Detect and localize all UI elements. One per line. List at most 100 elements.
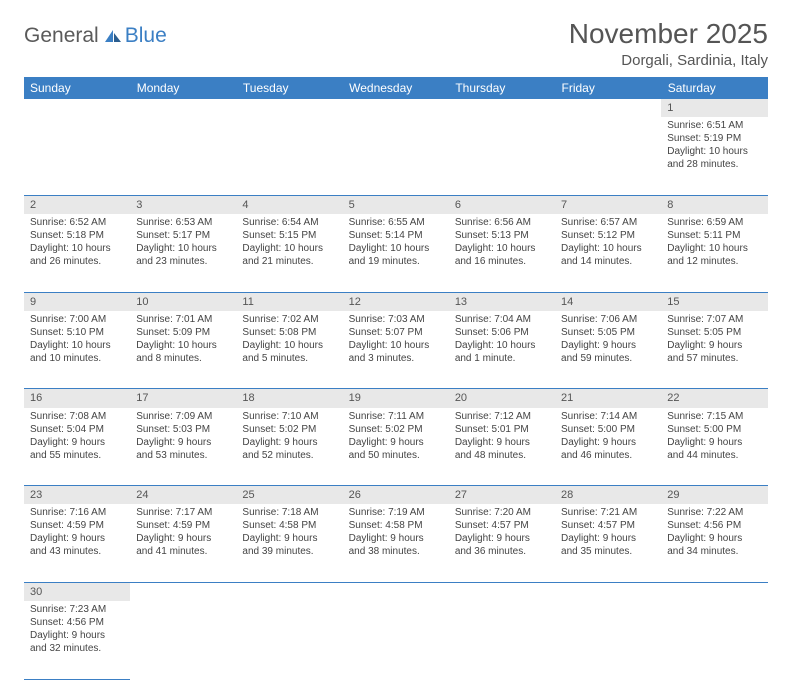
- day-cell: [449, 117, 555, 195]
- day-cell-body: Sunrise: 6:57 AMSunset: 5:12 PMDaylight:…: [555, 214, 661, 272]
- day-cell: [130, 117, 236, 195]
- day-header: Friday: [555, 77, 661, 99]
- day-cell: Sunrise: 7:04 AMSunset: 5:06 PMDaylight:…: [449, 311, 555, 389]
- day-cell-body: Sunrise: 7:11 AMSunset: 5:02 PMDaylight:…: [343, 408, 449, 466]
- logo-sail-icon: [103, 28, 123, 44]
- day-number-cell: 7: [555, 195, 661, 214]
- day-number-cell: 25: [236, 486, 342, 505]
- day-cell: Sunrise: 6:54 AMSunset: 5:15 PMDaylight:…: [236, 214, 342, 292]
- day-cell: Sunrise: 7:07 AMSunset: 5:05 PMDaylight:…: [661, 311, 767, 389]
- day-number-cell: 4: [236, 195, 342, 214]
- day-cell-body: Sunrise: 7:07 AMSunset: 5:05 PMDaylight:…: [661, 311, 767, 369]
- week-row: Sunrise: 7:23 AMSunset: 4:56 PMDaylight:…: [24, 601, 768, 679]
- day-header: Wednesday: [343, 77, 449, 99]
- day-cell-body: Sunrise: 6:54 AMSunset: 5:15 PMDaylight:…: [236, 214, 342, 272]
- day-cell: Sunrise: 6:57 AMSunset: 5:12 PMDaylight:…: [555, 214, 661, 292]
- day-cell: Sunrise: 7:20 AMSunset: 4:57 PMDaylight:…: [449, 504, 555, 582]
- day-cell-body: Sunrise: 7:16 AMSunset: 4:59 PMDaylight:…: [24, 504, 130, 562]
- day-cell-body: Sunrise: 7:04 AMSunset: 5:06 PMDaylight:…: [449, 311, 555, 369]
- day-number-cell: [130, 99, 236, 117]
- day-cell: [343, 117, 449, 195]
- day-cell: Sunrise: 7:00 AMSunset: 5:10 PMDaylight:…: [24, 311, 130, 389]
- day-cell-body: Sunrise: 7:20 AMSunset: 4:57 PMDaylight:…: [449, 504, 555, 562]
- day-number-cell: 28: [555, 486, 661, 505]
- day-cell: Sunrise: 7:10 AMSunset: 5:02 PMDaylight:…: [236, 408, 342, 486]
- day-number-cell: [343, 582, 449, 601]
- day-number-cell: [661, 582, 767, 601]
- day-cell-body: Sunrise: 6:51 AMSunset: 5:19 PMDaylight:…: [661, 117, 767, 175]
- day-cell: Sunrise: 7:01 AMSunset: 5:09 PMDaylight:…: [130, 311, 236, 389]
- day-number-cell: 1: [661, 99, 767, 117]
- day-cell: Sunrise: 7:02 AMSunset: 5:08 PMDaylight:…: [236, 311, 342, 389]
- day-number-cell: [236, 582, 342, 601]
- day-number-cell: [555, 582, 661, 601]
- location-text: Dorgali, Sardinia, Italy: [569, 52, 768, 69]
- day-cell: [661, 601, 767, 679]
- day-cell-body: Sunrise: 6:52 AMSunset: 5:18 PMDaylight:…: [24, 214, 130, 272]
- day-header: Sunday: [24, 77, 130, 99]
- week-row: Sunrise: 7:00 AMSunset: 5:10 PMDaylight:…: [24, 311, 768, 389]
- day-number-cell: [449, 99, 555, 117]
- week-row: Sunrise: 6:52 AMSunset: 5:18 PMDaylight:…: [24, 214, 768, 292]
- daynum-row: 2345678: [24, 195, 768, 214]
- day-cell: Sunrise: 7:16 AMSunset: 4:59 PMDaylight:…: [24, 504, 130, 582]
- day-cell: Sunrise: 7:23 AMSunset: 4:56 PMDaylight:…: [24, 601, 130, 679]
- day-cell: Sunrise: 6:51 AMSunset: 5:19 PMDaylight:…: [661, 117, 767, 195]
- day-cell-body: Sunrise: 6:56 AMSunset: 5:13 PMDaylight:…: [449, 214, 555, 272]
- day-cell: [236, 601, 342, 679]
- day-cell: Sunrise: 7:08 AMSunset: 5:04 PMDaylight:…: [24, 408, 130, 486]
- day-header-row: SundayMondayTuesdayWednesdayThursdayFrid…: [24, 77, 768, 99]
- day-cell: [24, 117, 130, 195]
- day-cell-body: Sunrise: 7:01 AMSunset: 5:09 PMDaylight:…: [130, 311, 236, 369]
- day-cell-body: Sunrise: 7:08 AMSunset: 5:04 PMDaylight:…: [24, 408, 130, 466]
- day-cell: [555, 601, 661, 679]
- daynum-row: 1: [24, 99, 768, 117]
- day-cell-body: Sunrise: 6:55 AMSunset: 5:14 PMDaylight:…: [343, 214, 449, 272]
- week-row: Sunrise: 7:16 AMSunset: 4:59 PMDaylight:…: [24, 504, 768, 582]
- day-cell-body: Sunrise: 7:02 AMSunset: 5:08 PMDaylight:…: [236, 311, 342, 369]
- day-cell-body: Sunrise: 6:59 AMSunset: 5:11 PMDaylight:…: [661, 214, 767, 272]
- daynum-row: 30: [24, 582, 768, 601]
- day-number-cell: 23: [24, 486, 130, 505]
- logo-text-general: General: [24, 24, 99, 48]
- day-cell-body: Sunrise: 7:00 AMSunset: 5:10 PMDaylight:…: [24, 311, 130, 369]
- day-number-cell: 2: [24, 195, 130, 214]
- page-header: General Blue November 2025 Dorgali, Sard…: [24, 18, 768, 69]
- day-cell: Sunrise: 7:21 AMSunset: 4:57 PMDaylight:…: [555, 504, 661, 582]
- daynum-row: 9101112131415: [24, 292, 768, 311]
- day-number-cell: 17: [130, 389, 236, 408]
- day-number-cell: 14: [555, 292, 661, 311]
- day-cell: Sunrise: 6:59 AMSunset: 5:11 PMDaylight:…: [661, 214, 767, 292]
- week-row: Sunrise: 7:08 AMSunset: 5:04 PMDaylight:…: [24, 408, 768, 486]
- logo: General Blue: [24, 18, 167, 48]
- day-cell: Sunrise: 7:09 AMSunset: 5:03 PMDaylight:…: [130, 408, 236, 486]
- day-cell: Sunrise: 7:18 AMSunset: 4:58 PMDaylight:…: [236, 504, 342, 582]
- day-cell: Sunrise: 7:19 AMSunset: 4:58 PMDaylight:…: [343, 504, 449, 582]
- day-header: Tuesday: [236, 77, 342, 99]
- day-number-cell: 27: [449, 486, 555, 505]
- day-number-cell: 18: [236, 389, 342, 408]
- day-cell-body: Sunrise: 7:12 AMSunset: 5:01 PMDaylight:…: [449, 408, 555, 466]
- day-number-cell: 24: [130, 486, 236, 505]
- day-number-cell: 22: [661, 389, 767, 408]
- day-number-cell: 19: [343, 389, 449, 408]
- day-number-cell: 9: [24, 292, 130, 311]
- day-cell: [555, 117, 661, 195]
- day-number-cell: 20: [449, 389, 555, 408]
- day-cell: [130, 601, 236, 679]
- day-number-cell: [130, 582, 236, 601]
- day-cell-body: Sunrise: 7:18 AMSunset: 4:58 PMDaylight:…: [236, 504, 342, 562]
- day-cell-body: Sunrise: 7:03 AMSunset: 5:07 PMDaylight:…: [343, 311, 449, 369]
- day-number-cell: [449, 582, 555, 601]
- week-row: Sunrise: 6:51 AMSunset: 5:19 PMDaylight:…: [24, 117, 768, 195]
- day-number-cell: 26: [343, 486, 449, 505]
- day-cell-body: Sunrise: 7:10 AMSunset: 5:02 PMDaylight:…: [236, 408, 342, 466]
- daynum-row: 16171819202122: [24, 389, 768, 408]
- day-cell-body: Sunrise: 7:15 AMSunset: 5:00 PMDaylight:…: [661, 408, 767, 466]
- logo-text-blue: Blue: [125, 24, 167, 48]
- day-number-cell: 13: [449, 292, 555, 311]
- day-cell: Sunrise: 7:06 AMSunset: 5:05 PMDaylight:…: [555, 311, 661, 389]
- day-number-cell: 3: [130, 195, 236, 214]
- day-number-cell: 12: [343, 292, 449, 311]
- day-cell-body: Sunrise: 6:53 AMSunset: 5:17 PMDaylight:…: [130, 214, 236, 272]
